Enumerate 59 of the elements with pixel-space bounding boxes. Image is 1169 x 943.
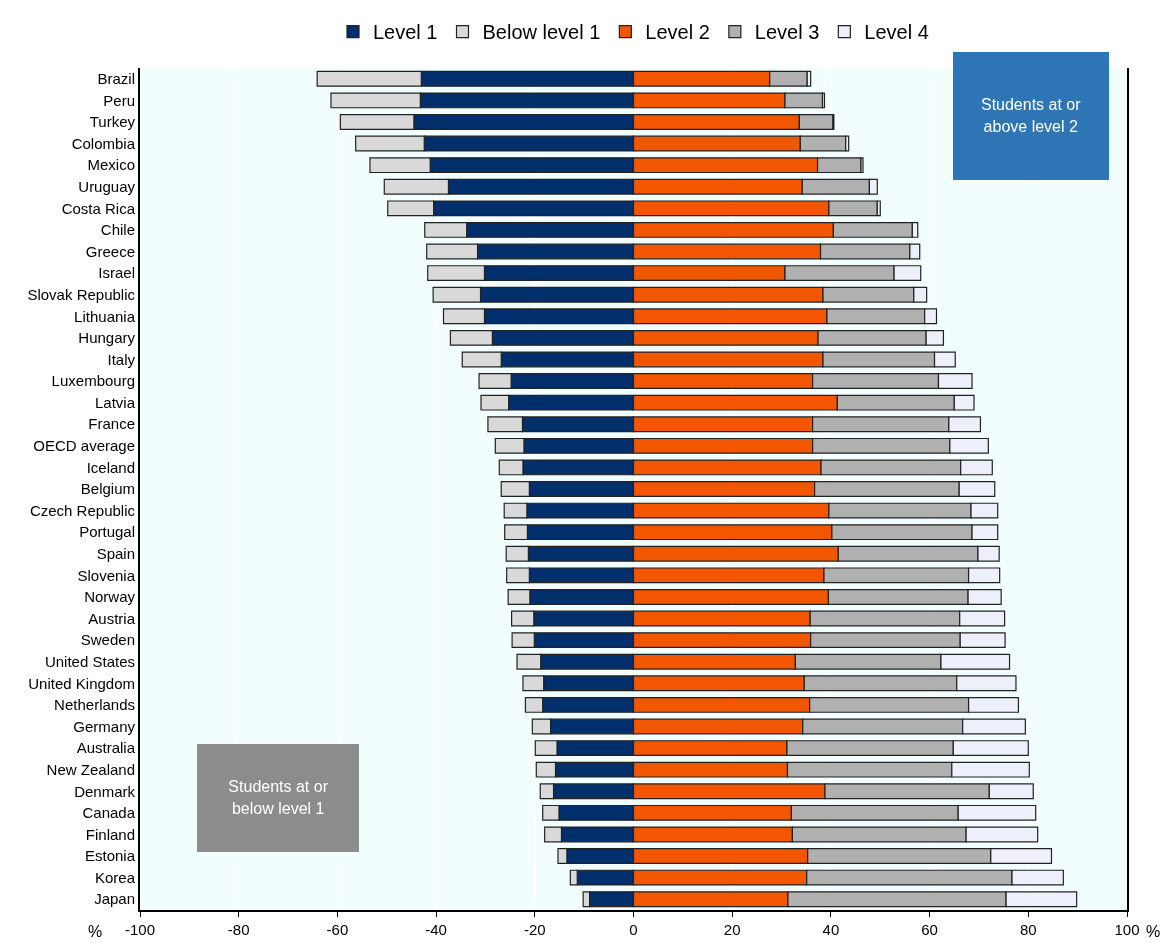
y-tick-label: Colombia [71,134,136,152]
x-tick-label: 60 [921,921,938,938]
y-tick-label: Peru [103,91,135,109]
y-tick-label: Slovak Republic [27,285,136,303]
legend-label: Level 2 [645,21,710,44]
y-tick-label: Turkey [89,113,136,131]
y-tick-label: Austria [88,609,136,627]
y-tick-label: Norway [84,588,136,606]
y-tick-label: Israel [98,264,135,282]
y-tick-label: Slovenia [77,566,136,584]
x-tick-label: 0 [629,921,638,938]
y-tick-label: Netherlands [54,696,135,714]
y-tick-label: Hungary [78,329,136,347]
y-tick-label: New Zealand [46,760,135,778]
y-tick-label: Spain [96,545,135,563]
y-tick-label: Finland [85,825,135,843]
y-tick-label: Uruguay [78,177,136,195]
y-tick-label: Estonia [84,847,136,865]
y-tick-label: Latvia [94,393,136,411]
y-tick-label: Lithuania [74,307,136,325]
y-tick-label: Denmark [74,782,136,800]
y-tick-label: Chile [100,221,135,239]
y-tick-label: Sweden [80,631,135,649]
y-tick-label: OECD average [33,437,135,455]
text: % [88,923,103,940]
y-tick-label: Luxembourg [51,372,135,390]
text: % [1146,923,1161,940]
y-tick-label: France [88,415,135,433]
y-tick-label: Mexico [87,156,135,174]
text-box: Students at or above level 2 [952,51,1109,180]
x-tick-label: -40 [425,921,447,938]
x-tick-label: -100 [124,921,156,938]
y-tick-label: Costa Rica [61,199,136,217]
y-tick-label: United Kingdom [28,674,135,692]
y-tick-label: Japan [94,890,135,908]
x-tick-label: -60 [326,921,349,938]
y-tick-label: Australia [76,739,136,757]
x-tick-label: 80 [1019,921,1037,938]
y-tick-label: Canada [82,804,136,822]
x-tick-label: 40 [822,921,840,938]
y-tick-label: United States [44,652,135,670]
x-tick-label: 100 [1114,921,1140,938]
y-tick-label: Germany [73,717,136,735]
text-box: Students at or below level 1 [197,743,360,852]
y-tick-label: Korea [94,868,136,886]
legend-label: Level 1 [373,21,438,44]
y-tick-label: Belgium [80,480,135,498]
y-tick-label: Iceland [86,458,135,476]
y-tick-label: Greece [85,242,135,260]
x-tick-label: 20 [723,921,741,938]
legend-label: Level 3 [754,21,820,44]
y-tick-label: Italy [107,350,136,368]
x-tick-label: -80 [227,921,250,938]
legend-label: Below level 1 [482,21,601,44]
y-tick-label: Czech Republic [29,501,136,519]
x-tick-label: -20 [523,921,546,938]
y-tick-label: Brazil [97,70,135,88]
legend-label: Level 4 [864,21,929,44]
y-tick-label: Portugal [79,523,135,541]
